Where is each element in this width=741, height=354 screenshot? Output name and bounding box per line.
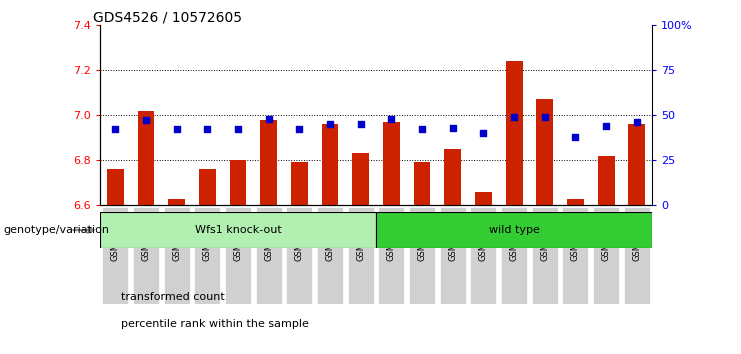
Bar xyxy=(168,199,185,205)
Text: percentile rank within the sample: percentile rank within the sample xyxy=(121,319,309,329)
Bar xyxy=(598,156,614,205)
Bar xyxy=(107,169,124,205)
Point xyxy=(263,116,275,121)
FancyBboxPatch shape xyxy=(256,207,282,304)
Bar xyxy=(352,153,369,205)
FancyBboxPatch shape xyxy=(439,207,466,304)
Text: Wfs1 knock-out: Wfs1 knock-out xyxy=(195,225,282,235)
Point xyxy=(631,119,642,125)
Text: GSM825442: GSM825442 xyxy=(265,210,273,261)
FancyBboxPatch shape xyxy=(194,207,220,304)
Text: GDS4526 / 10572605: GDS4526 / 10572605 xyxy=(93,11,242,25)
FancyBboxPatch shape xyxy=(225,207,251,304)
FancyBboxPatch shape xyxy=(471,207,496,304)
Point xyxy=(232,127,244,132)
Text: GSM825439: GSM825439 xyxy=(479,210,488,261)
Point xyxy=(570,134,582,139)
Bar xyxy=(199,169,216,205)
Bar xyxy=(628,124,645,205)
Bar xyxy=(536,99,554,205)
FancyBboxPatch shape xyxy=(100,212,376,248)
Text: GSM825446: GSM825446 xyxy=(325,210,334,261)
Point xyxy=(110,127,122,132)
Text: transformed count: transformed count xyxy=(121,292,225,302)
FancyBboxPatch shape xyxy=(133,207,159,304)
FancyBboxPatch shape xyxy=(379,207,405,304)
Bar xyxy=(413,162,431,205)
Point xyxy=(600,123,612,129)
FancyBboxPatch shape xyxy=(501,207,527,304)
FancyBboxPatch shape xyxy=(593,207,619,304)
Point xyxy=(508,114,520,120)
FancyBboxPatch shape xyxy=(532,207,558,304)
Text: GSM825447: GSM825447 xyxy=(602,210,611,261)
Bar xyxy=(230,160,247,205)
Bar xyxy=(567,199,584,205)
FancyBboxPatch shape xyxy=(348,207,373,304)
Point xyxy=(170,127,182,132)
Bar xyxy=(505,61,522,205)
Text: GSM825435: GSM825435 xyxy=(418,210,427,261)
FancyBboxPatch shape xyxy=(102,207,128,304)
Bar xyxy=(260,120,277,205)
Text: GSM825443: GSM825443 xyxy=(540,210,549,261)
Bar xyxy=(383,122,400,205)
Text: GSM825434: GSM825434 xyxy=(142,210,150,261)
Point xyxy=(293,127,305,132)
Text: GSM825449: GSM825449 xyxy=(632,210,641,261)
Bar xyxy=(475,192,492,205)
Text: GSM825448: GSM825448 xyxy=(356,210,365,261)
Text: wild type: wild type xyxy=(488,225,539,235)
Text: genotype/variation: genotype/variation xyxy=(4,225,110,235)
Text: GSM825437: GSM825437 xyxy=(448,210,457,261)
Point xyxy=(539,114,551,120)
Text: GSM825436: GSM825436 xyxy=(172,210,182,261)
Bar xyxy=(291,162,308,205)
Text: GSM825438: GSM825438 xyxy=(203,210,212,261)
FancyBboxPatch shape xyxy=(317,207,343,304)
Text: GSM825440: GSM825440 xyxy=(233,210,242,261)
Point xyxy=(324,121,336,127)
Bar xyxy=(322,124,339,205)
FancyBboxPatch shape xyxy=(164,207,190,304)
Point xyxy=(202,127,213,132)
FancyBboxPatch shape xyxy=(376,212,652,248)
Point xyxy=(355,121,367,127)
Point xyxy=(385,116,397,121)
FancyBboxPatch shape xyxy=(409,207,435,304)
Text: GSM825441: GSM825441 xyxy=(510,210,519,261)
Point xyxy=(140,118,152,123)
Point xyxy=(416,127,428,132)
Text: GSM825433: GSM825433 xyxy=(387,210,396,261)
FancyBboxPatch shape xyxy=(624,207,650,304)
Text: GSM825444: GSM825444 xyxy=(295,210,304,261)
Bar xyxy=(445,149,461,205)
FancyBboxPatch shape xyxy=(562,207,588,304)
Text: GSM825445: GSM825445 xyxy=(571,210,580,261)
Point xyxy=(447,125,459,131)
FancyBboxPatch shape xyxy=(286,207,313,304)
Bar xyxy=(138,110,154,205)
Point xyxy=(477,130,489,136)
Text: GSM825432: GSM825432 xyxy=(111,210,120,261)
